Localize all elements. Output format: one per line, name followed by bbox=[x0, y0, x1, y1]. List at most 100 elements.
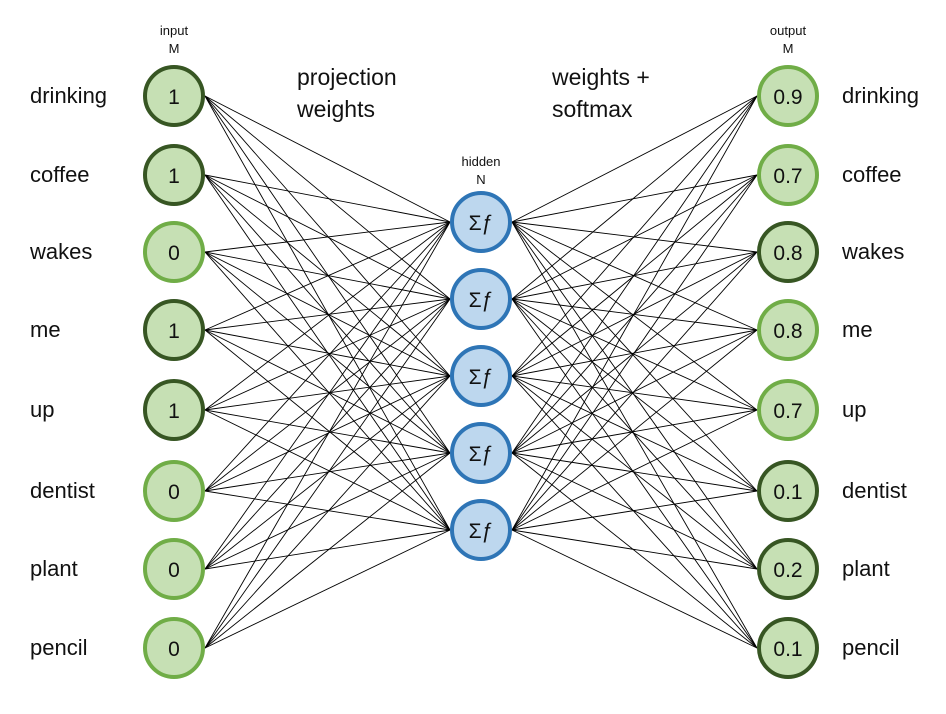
hidden-node-symbol: Σƒ bbox=[469, 520, 494, 543]
edge-input-0-hidden-4 bbox=[204, 95, 451, 531]
output-node-circle bbox=[757, 538, 819, 600]
edge-hidden-1-output-6 bbox=[511, 298, 758, 570]
edge-input-0-hidden-2 bbox=[204, 95, 451, 377]
input-node-drinking: 1 bbox=[143, 65, 205, 127]
output-node-value: 0.1 bbox=[773, 638, 802, 661]
edge-input-0-hidden-1 bbox=[204, 95, 451, 300]
hidden-node-circle bbox=[450, 422, 512, 484]
edge-hidden-4-output-5 bbox=[511, 490, 758, 531]
output-node-wakes: 0.8 bbox=[757, 221, 819, 283]
edge-hidden-4-output-4 bbox=[511, 409, 758, 531]
input-word-coffee: coffee bbox=[30, 162, 90, 187]
input-node-circle bbox=[143, 299, 205, 361]
input-node-circle bbox=[143, 617, 205, 679]
hidden-node-1: Σƒ bbox=[450, 191, 512, 253]
input-node-circle bbox=[143, 221, 205, 283]
edge-hidden-4-output-3 bbox=[511, 329, 758, 531]
edge-input-6-hidden-1 bbox=[204, 298, 451, 570]
edge-input-4-hidden-3 bbox=[204, 409, 451, 454]
edge-input-3-hidden-1 bbox=[204, 298, 451, 331]
edge-hidden-1-output-7 bbox=[511, 298, 758, 649]
output-node-me: 0.8 bbox=[757, 299, 819, 361]
output-node-value: 0.9 bbox=[773, 86, 802, 109]
input-word-dentist: dentist bbox=[30, 478, 95, 503]
edge-hidden-1-output-0 bbox=[511, 95, 758, 300]
output-word-coffee: coffee bbox=[842, 162, 902, 187]
edge-hidden-3-output-1 bbox=[511, 174, 758, 454]
output-node-value: 0.1 bbox=[773, 481, 802, 504]
edge-hidden-1-output-5 bbox=[511, 298, 758, 492]
output-node-value: 0.7 bbox=[773, 165, 802, 188]
edge-hidden-1-output-1 bbox=[511, 174, 758, 300]
input-layer-label: input bbox=[160, 23, 189, 38]
projection-weights-label-line2: weights bbox=[296, 96, 375, 122]
edge-hidden-3-output-6 bbox=[511, 452, 758, 570]
output-word-plant: plant bbox=[842, 556, 890, 581]
input-node-value: 0 bbox=[168, 242, 180, 265]
hidden-node-circle bbox=[450, 268, 512, 330]
hidden-layer-size: N bbox=[476, 172, 485, 187]
edge-input-7-hidden-3 bbox=[204, 452, 451, 649]
output-word-drinking: drinking bbox=[842, 83, 919, 108]
input-node-me: 1 bbox=[143, 299, 205, 361]
hidden-node-symbol: Σƒ bbox=[469, 366, 494, 389]
network-nodes: 1 drinking 1 coffee 0 wakes 1 me 1 up 0 dentist 0 pla… bbox=[29, 65, 919, 679]
edge-input-7-hidden-0 bbox=[204, 221, 451, 649]
edge-input-7-hidden-1 bbox=[204, 298, 451, 649]
edge-input-2-hidden-2 bbox=[204, 251, 451, 377]
hidden-layer-label: hidden bbox=[461, 154, 500, 169]
hidden-node-3: Σƒ bbox=[450, 345, 512, 407]
output-node-up: 0.7 bbox=[757, 379, 819, 441]
edge-input-3-hidden-4 bbox=[204, 329, 451, 531]
edge-input-4-hidden-4 bbox=[204, 409, 451, 531]
output-word-me: me bbox=[842, 317, 873, 342]
edge-input-7-hidden-4 bbox=[204, 529, 451, 649]
edge-hidden-4-output-1 bbox=[511, 174, 758, 531]
hidden-node-symbol: Σƒ bbox=[469, 289, 494, 312]
edge-hidden-2-output-0 bbox=[511, 95, 758, 377]
input-node-circle bbox=[143, 144, 205, 206]
output-node-circle bbox=[757, 617, 819, 679]
hidden-node-circle bbox=[450, 345, 512, 407]
edge-hidden-0-output-1 bbox=[511, 174, 758, 223]
hidden-node-5: Σƒ bbox=[450, 499, 512, 561]
output-word-up: up bbox=[842, 397, 866, 422]
hidden-node-symbol: Σƒ bbox=[469, 443, 494, 466]
edge-hidden-3-output-5 bbox=[511, 452, 758, 492]
edge-input-6-hidden-2 bbox=[204, 375, 451, 570]
edge-hidden-0-output-4 bbox=[511, 221, 758, 411]
hidden-node-circle bbox=[450, 499, 512, 561]
edge-hidden-0-output-5 bbox=[511, 221, 758, 492]
output-node-circle bbox=[757, 379, 819, 441]
output-node-circle bbox=[757, 144, 819, 206]
input-layer-size: M bbox=[169, 41, 180, 56]
edge-hidden-4-output-6 bbox=[511, 529, 758, 570]
edge-input-7-hidden-2 bbox=[204, 375, 451, 649]
edge-hidden-3-output-0 bbox=[511, 95, 758, 454]
output-node-value: 0.8 bbox=[773, 320, 802, 343]
input-word-plant: plant bbox=[30, 556, 78, 581]
edge-input-5-hidden-4 bbox=[204, 490, 451, 531]
edge-input-4-hidden-0 bbox=[204, 221, 451, 411]
input-node-value: 1 bbox=[168, 165, 180, 188]
output-layer-label: output bbox=[770, 23, 807, 38]
hidden-node-4: Σƒ bbox=[450, 422, 512, 484]
hidden-node-circle bbox=[450, 191, 512, 253]
edge-hidden-2-output-6 bbox=[511, 375, 758, 570]
edge-hidden-3-output-4 bbox=[511, 409, 758, 454]
input-node-up: 1 bbox=[143, 379, 205, 441]
input-node-wakes: 0 bbox=[143, 221, 205, 283]
input-node-dentist: 0 bbox=[143, 460, 205, 522]
edge-hidden-0-output-0 bbox=[511, 95, 758, 223]
output-node-coffee: 0.7 bbox=[757, 144, 819, 206]
edge-input-3-hidden-2 bbox=[204, 329, 451, 377]
output-node-value: 0.2 bbox=[773, 559, 802, 582]
edge-input-3-hidden-0 bbox=[204, 221, 451, 331]
softmax-weights-label-line2: softmax bbox=[552, 96, 633, 122]
input-word-me: me bbox=[30, 317, 61, 342]
output-node-plant: 0.2 bbox=[757, 538, 819, 600]
input-node-circle bbox=[143, 65, 205, 127]
output-node-value: 0.7 bbox=[773, 400, 802, 423]
edge-input-2-hidden-0 bbox=[204, 221, 451, 253]
